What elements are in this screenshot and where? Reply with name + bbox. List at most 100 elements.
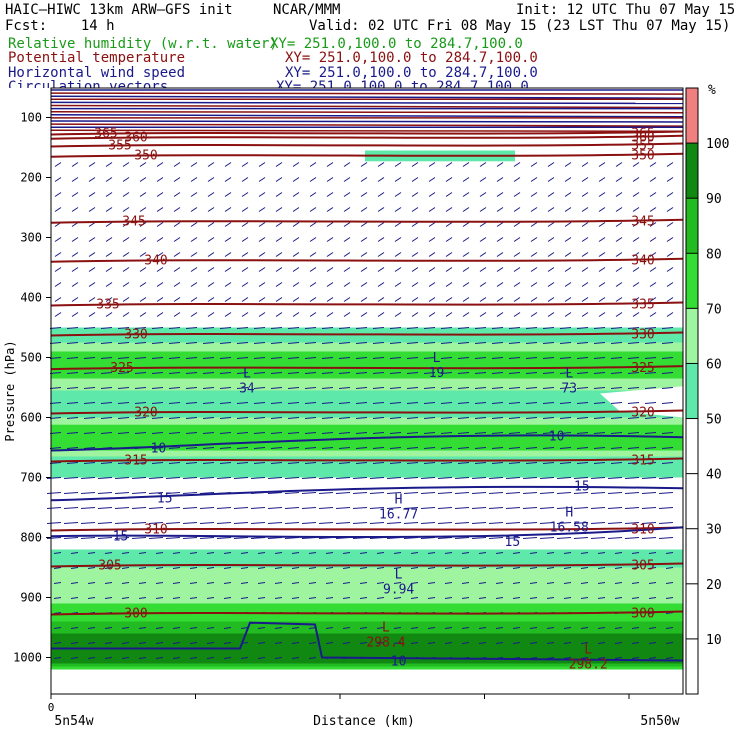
circulation-vector <box>530 162 538 167</box>
circulation-vector <box>457 432 470 434</box>
theta-label: 365 <box>631 127 654 142</box>
circulation-vector <box>309 312 317 317</box>
circulation-vector <box>627 372 640 374</box>
circulation-vector <box>525 462 538 464</box>
circulation-vector <box>546 552 555 554</box>
circulation-vector <box>100 417 113 419</box>
circulation-vector <box>270 327 283 329</box>
circulation-vector <box>54 282 62 287</box>
forecast-hour: Fcst: 14 h <box>5 18 115 34</box>
circulation-vector <box>121 627 130 629</box>
circulation-vector <box>182 477 198 479</box>
circulation-vector <box>394 207 402 212</box>
theta-label: 325 <box>110 361 133 376</box>
circulation-vector <box>624 477 640 479</box>
circulation-vector <box>360 222 368 227</box>
model-title: HAIC–HIWC 13km ARW–GFS init <box>5 2 233 18</box>
circulation-vector <box>338 327 351 329</box>
circulation-vector <box>88 297 96 302</box>
circulation-vector <box>529 567 538 569</box>
y-axis-label: Pressure (hPa) <box>3 340 17 441</box>
circulation-vector <box>597 627 606 629</box>
circulation-vector <box>393 642 402 644</box>
circulation-vector <box>393 552 402 554</box>
circulation-vector <box>190 207 198 212</box>
circulation-vector <box>462 252 470 257</box>
circulation-vector <box>359 567 368 569</box>
circulation-vector <box>547 222 555 227</box>
circulation-vector <box>253 372 266 374</box>
circulation-vector <box>542 402 555 404</box>
circulation-vector <box>632 177 640 182</box>
circulation-vector <box>318 522 334 524</box>
circulation-vector <box>236 372 249 374</box>
circulation-vector <box>547 207 555 212</box>
theta-contours <box>50 89 684 616</box>
circulation-vector <box>658 522 674 524</box>
circulation-vector <box>377 207 385 212</box>
circulation-vector <box>479 267 487 272</box>
circulation-vector <box>423 432 436 434</box>
circulation-vector <box>542 387 555 389</box>
circulation-vector <box>389 432 402 434</box>
theta-contour <box>50 457 684 463</box>
circulation-vector <box>71 162 79 167</box>
circulation-vector <box>410 567 419 569</box>
circulation-vector <box>321 447 334 449</box>
circulation-vector <box>342 582 351 584</box>
circulation-vector <box>105 192 113 197</box>
circulation-vector <box>614 567 623 569</box>
circulation-vector <box>513 222 521 227</box>
y-tick-label: 800 <box>20 531 42 545</box>
circulation-vector <box>275 177 283 182</box>
circulation-vector <box>202 432 215 434</box>
circulation-vector <box>444 597 453 599</box>
circulation-vector <box>202 387 215 389</box>
circulation-vector <box>168 372 181 374</box>
circulation-vector <box>440 342 453 344</box>
circulation-vector <box>66 372 79 374</box>
circulation-vector <box>138 582 147 584</box>
circulation-vector <box>121 657 130 659</box>
circulation-vector <box>648 627 657 629</box>
circulation-vector <box>308 582 317 584</box>
circulation-vector <box>342 567 351 569</box>
circulation-vector <box>615 162 623 167</box>
theta-contour <box>50 365 684 371</box>
circulation-vector <box>389 372 402 374</box>
circulation-vector <box>275 207 283 212</box>
circulation-vector <box>253 342 266 344</box>
circulation-vector <box>131 492 147 494</box>
circulation-vector <box>224 282 232 287</box>
circulation-vector <box>304 447 317 449</box>
wind-contour <box>50 434 684 452</box>
circulation-vector <box>610 462 623 464</box>
circulation-vector <box>338 357 351 359</box>
extremum-value: 19 <box>429 366 445 381</box>
circulation-vector <box>190 267 198 272</box>
circulation-vector <box>49 447 62 449</box>
colorbar-tick-label: 100 <box>706 137 729 152</box>
circulation-vector <box>66 432 79 434</box>
circulation-vector <box>139 162 147 167</box>
circulation-vector <box>87 552 96 554</box>
circulation-vector <box>274 657 283 659</box>
circulation-vector <box>598 162 606 167</box>
circulation-vector <box>445 252 453 257</box>
circulation-vector <box>437 537 453 539</box>
circulation-vector <box>343 222 351 227</box>
circulation-vector <box>547 237 555 242</box>
circulation-vector <box>547 297 555 302</box>
circulation-vector <box>155 552 164 554</box>
circulation-vector <box>321 387 334 389</box>
circulation-vector <box>207 237 215 242</box>
circulation-vector <box>223 642 232 644</box>
circulation-vector <box>240 582 249 584</box>
circulation-vector <box>233 537 249 539</box>
circulation-vector <box>556 492 572 494</box>
circulation-vector <box>54 177 62 182</box>
circulation-vector <box>406 372 419 374</box>
circulation-vector <box>253 327 266 329</box>
circulation-vector <box>403 522 419 524</box>
circulation-vector <box>590 477 606 479</box>
